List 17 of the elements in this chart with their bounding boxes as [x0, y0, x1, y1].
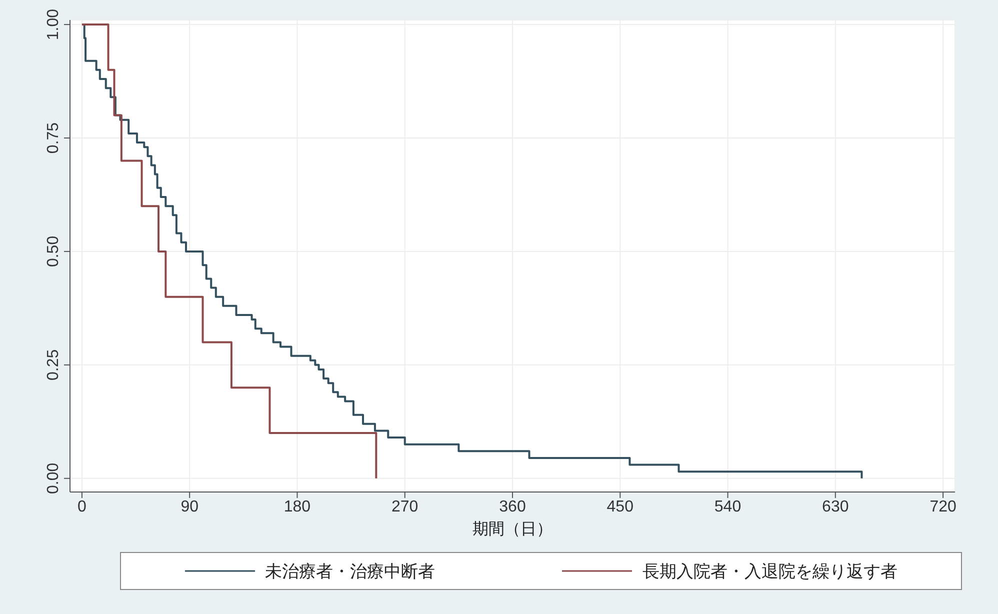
y-tick-label: 0.25: [45, 349, 62, 380]
x-tick-label: 450: [606, 498, 634, 516]
y-tick-label: 1.00: [45, 8, 62, 40]
y-tick-label: 0.00: [45, 462, 62, 494]
x-tick-label: 540: [714, 498, 742, 516]
x-tick-label: 360: [499, 498, 526, 516]
x-tick-label: 720: [930, 498, 956, 516]
y-tick-label: 0.50: [45, 236, 62, 268]
legend-label: 未治療者・治療中断者: [264, 560, 435, 582]
x-tick-label: 0: [78, 498, 87, 516]
x-tick-label: 270: [392, 498, 418, 516]
y-tick-label: 0.75: [45, 122, 62, 154]
legend-label: 長期入院者・入退院を繰り返す者: [642, 560, 898, 582]
x-tick-label: 630: [822, 498, 849, 516]
x-tick-label: 90: [180, 498, 199, 516]
x-axis-title: 期間（日）: [472, 520, 552, 538]
x-tick-label: 180: [284, 498, 311, 516]
